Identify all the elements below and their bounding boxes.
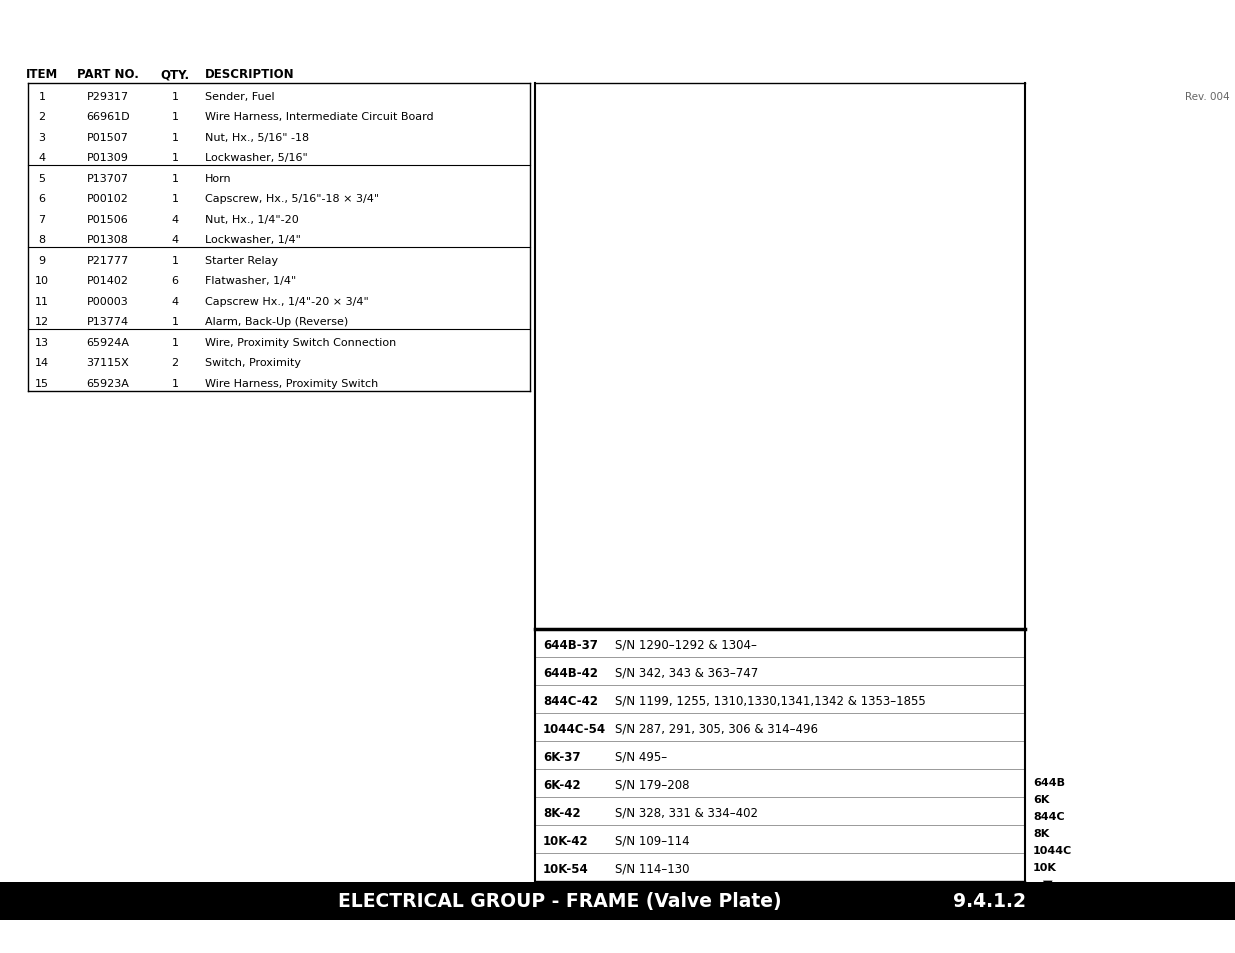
Text: P01507: P01507 bbox=[86, 132, 128, 143]
Text: 1: 1 bbox=[172, 194, 179, 204]
Text: Rev. 004: Rev. 004 bbox=[1186, 91, 1230, 102]
Text: 644B-37: 644B-37 bbox=[543, 639, 598, 651]
Text: 9.4.1.2: 9.4.1.2 bbox=[953, 892, 1026, 910]
Text: Flatwasher, 1/4": Flatwasher, 1/4" bbox=[205, 276, 296, 286]
Text: 10K-42: 10K-42 bbox=[543, 834, 589, 847]
Text: 6: 6 bbox=[38, 194, 46, 204]
Text: 11: 11 bbox=[35, 296, 49, 306]
Text: 6K: 6K bbox=[1032, 794, 1050, 804]
Text: 10K: 10K bbox=[1032, 862, 1057, 872]
Text: 8: 8 bbox=[38, 235, 46, 245]
Text: QTY.: QTY. bbox=[161, 68, 189, 81]
Text: P01308: P01308 bbox=[86, 235, 128, 245]
Text: Nut, Hx., 1/4"-20: Nut, Hx., 1/4"-20 bbox=[205, 214, 299, 225]
Text: 6: 6 bbox=[172, 276, 179, 286]
Text: 1: 1 bbox=[172, 378, 179, 388]
Text: 10K-54: 10K-54 bbox=[543, 862, 589, 875]
Text: S/N 287, 291, 305, 306 & 314–496: S/N 287, 291, 305, 306 & 314–496 bbox=[615, 722, 818, 735]
Text: Wire Harness, Intermediate Circuit Board: Wire Harness, Intermediate Circuit Board bbox=[205, 112, 433, 122]
Text: 1: 1 bbox=[172, 173, 179, 184]
Text: DESCRIPTION: DESCRIPTION bbox=[205, 68, 295, 81]
Text: Lockwasher, 5/16": Lockwasher, 5/16" bbox=[205, 153, 308, 163]
Text: 1: 1 bbox=[172, 317, 179, 327]
Text: S/N 1199, 1255, 1310,1330,1341,1342 & 1353–1855: S/N 1199, 1255, 1310,1330,1341,1342 & 13… bbox=[615, 694, 926, 707]
Text: 644B: 644B bbox=[1032, 778, 1065, 787]
Text: P21777: P21777 bbox=[86, 255, 130, 266]
Text: 1: 1 bbox=[172, 255, 179, 266]
Text: 6K-37: 6K-37 bbox=[543, 750, 580, 763]
Text: 3: 3 bbox=[38, 132, 46, 143]
Text: 4: 4 bbox=[172, 214, 179, 225]
Text: 1: 1 bbox=[172, 132, 179, 143]
Text: 12: 12 bbox=[35, 317, 49, 327]
Text: 1: 1 bbox=[172, 91, 179, 102]
Text: 844C: 844C bbox=[1032, 811, 1065, 821]
Text: S/N 328, 331 & 334–402: S/N 328, 331 & 334–402 bbox=[615, 806, 758, 819]
Text: 1044C: 1044C bbox=[1032, 845, 1072, 855]
Text: 1044C-54: 1044C-54 bbox=[543, 722, 606, 735]
Text: 1: 1 bbox=[172, 337, 179, 347]
Text: 10: 10 bbox=[35, 276, 49, 286]
Text: 644B-42: 644B-42 bbox=[543, 666, 598, 679]
Text: P13774: P13774 bbox=[86, 317, 130, 327]
Text: 2: 2 bbox=[172, 357, 179, 368]
Text: ELECTRICAL GROUP - FRAME (Valve Plate): ELECTRICAL GROUP - FRAME (Valve Plate) bbox=[338, 892, 782, 910]
Text: P13707: P13707 bbox=[86, 173, 128, 184]
Text: P29317: P29317 bbox=[86, 91, 130, 102]
Text: S/N 1290–1292 & 1304–: S/N 1290–1292 & 1304– bbox=[615, 639, 757, 651]
Text: 13: 13 bbox=[35, 337, 49, 347]
Text: 37115X: 37115X bbox=[86, 357, 130, 368]
Text: Starter Relay: Starter Relay bbox=[205, 255, 278, 266]
Text: Sender, Fuel: Sender, Fuel bbox=[205, 91, 274, 102]
Text: S/N 342, 343 & 363–747: S/N 342, 343 & 363–747 bbox=[615, 666, 758, 679]
Text: Nut, Hx., 5/16" -18: Nut, Hx., 5/16" -18 bbox=[205, 132, 309, 143]
Text: 8K: 8K bbox=[1032, 828, 1050, 838]
Text: 8K-42: 8K-42 bbox=[543, 806, 580, 819]
Text: 66961D: 66961D bbox=[86, 112, 130, 122]
Text: Alarm, Back-Up (Reverse): Alarm, Back-Up (Reverse) bbox=[205, 317, 348, 327]
Text: Lockwasher, 1/4": Lockwasher, 1/4" bbox=[205, 235, 301, 245]
Text: P01402: P01402 bbox=[86, 276, 128, 286]
Text: S/N 495–: S/N 495– bbox=[615, 750, 667, 763]
Text: 5: 5 bbox=[38, 173, 46, 184]
Text: 9: 9 bbox=[38, 255, 46, 266]
Text: Wire, Proximity Switch Connection: Wire, Proximity Switch Connection bbox=[205, 337, 396, 347]
Text: 14: 14 bbox=[35, 357, 49, 368]
Text: Wire Harness, Proximity Switch: Wire Harness, Proximity Switch bbox=[205, 378, 378, 388]
Text: 844C-42: 844C-42 bbox=[543, 694, 598, 707]
Text: S/N 179–208: S/N 179–208 bbox=[615, 778, 689, 791]
Text: Capscrew, Hx., 5/16"-18 × 3/4": Capscrew, Hx., 5/16"-18 × 3/4" bbox=[205, 194, 379, 204]
Text: PART NO.: PART NO. bbox=[77, 68, 138, 81]
Text: P00003: P00003 bbox=[88, 296, 128, 306]
Text: P00102: P00102 bbox=[86, 194, 128, 204]
Text: P01506: P01506 bbox=[88, 214, 128, 225]
Text: 1: 1 bbox=[172, 153, 179, 163]
Text: Switch, Proximity: Switch, Proximity bbox=[205, 357, 301, 368]
Text: 65924A: 65924A bbox=[86, 337, 130, 347]
Text: 15: 15 bbox=[35, 378, 49, 388]
Text: 4: 4 bbox=[172, 235, 179, 245]
Text: 2: 2 bbox=[38, 112, 46, 122]
Text: 6K-42: 6K-42 bbox=[543, 778, 580, 791]
Text: P01309: P01309 bbox=[86, 153, 128, 163]
Text: S/N 109–114: S/N 109–114 bbox=[615, 834, 689, 847]
Text: 1: 1 bbox=[172, 112, 179, 122]
Text: S/N 114–130: S/N 114–130 bbox=[615, 862, 689, 875]
Text: Capscrew Hx., 1/4"-20 × 3/4": Capscrew Hx., 1/4"-20 × 3/4" bbox=[205, 296, 369, 306]
Text: Horn: Horn bbox=[205, 173, 232, 184]
Text: 1: 1 bbox=[38, 91, 46, 102]
Text: 65923A: 65923A bbox=[86, 378, 130, 388]
Text: ▼: ▼ bbox=[1044, 878, 1052, 890]
Text: ITEM: ITEM bbox=[26, 68, 58, 81]
Text: 4: 4 bbox=[172, 296, 179, 306]
Text: 4: 4 bbox=[38, 153, 46, 163]
Bar bbox=[0, 882, 1235, 920]
Text: 7: 7 bbox=[38, 214, 46, 225]
